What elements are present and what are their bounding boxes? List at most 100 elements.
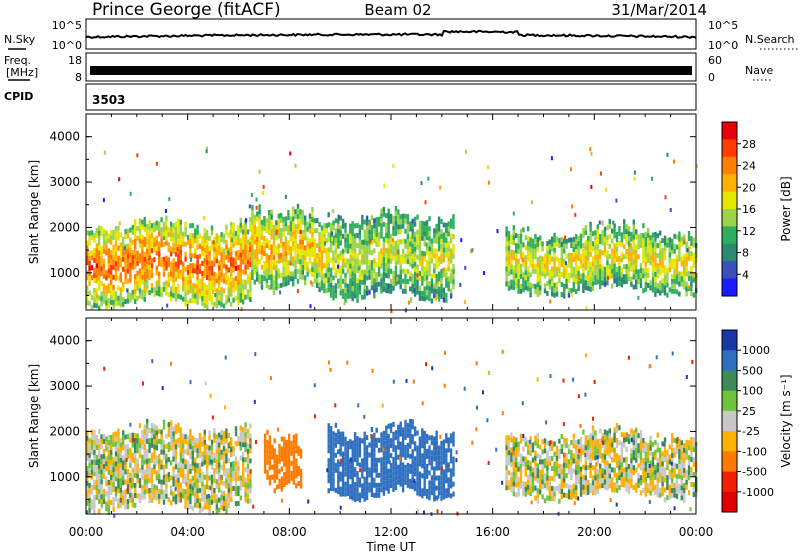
echo-cell [242,244,245,250]
echo-cell [411,424,414,430]
echo-cell [404,474,407,480]
echo-cell [100,271,103,277]
echo-cell [635,274,638,280]
echo-cell [208,285,211,291]
echo-cell [370,230,374,236]
echo-cell [296,218,300,224]
echo-cell [318,232,321,238]
echo-cell [625,461,628,467]
echo-cell [102,288,106,294]
echo-cell [380,213,383,219]
echo-cell [507,230,511,236]
echo-cell [208,235,211,241]
echo-cell [625,486,628,492]
echo-cell [440,268,443,274]
echo-cell [392,461,395,467]
echo-cell [146,463,149,469]
echo-cell [287,478,291,484]
echo-cell [627,231,631,237]
echo-cell [126,288,129,293]
echo-cell [155,475,158,481]
echo-cell [191,485,194,491]
echo-cell [295,443,298,449]
echo-cell [687,251,691,256]
echo-cell [428,247,431,251]
echo-cell [392,240,395,246]
echo-cell [627,479,631,484]
echo-cell [567,444,571,450]
echo-cell [95,435,98,440]
echo-cell [227,473,230,479]
echo-cell [560,237,563,242]
echo-cell [138,483,142,489]
echo-cell [589,261,592,267]
echo-cell [210,484,214,490]
echo-cell [618,475,621,481]
echo-cell [425,488,429,494]
echo-cell [440,440,443,446]
echo-cell [158,458,161,464]
echo-cell [635,259,638,265]
echo-cell [162,454,166,460]
echo-cell [294,214,297,220]
echo-cell [618,440,621,446]
echo-cell [659,250,662,256]
echo-cell [531,467,535,473]
echo-cell [213,276,216,282]
echo-cell [280,232,283,238]
echo-cell [430,455,434,461]
echo-cell [100,291,103,297]
echo-cell [110,274,113,280]
echo-cell [95,460,98,465]
echo-cell [363,234,366,240]
echo-cell [558,473,561,479]
echo-cell [365,250,369,256]
echo-cell [189,504,192,509]
echo-cell [536,453,539,459]
echo-cell [172,426,175,432]
echo-cell [411,223,414,229]
echo-cell [295,438,298,444]
echo-cell [284,251,288,257]
echo-cell [536,463,539,469]
echo-cell [541,261,544,267]
echo-cell [642,253,645,259]
echo-cell [327,277,330,283]
echo-cell [527,226,530,232]
echo-cell [100,296,103,302]
echo-cell [191,490,194,496]
echo-cell [353,482,357,488]
echo-cell [308,228,312,234]
echo-cell [510,259,513,265]
echo-cell [551,246,554,252]
echo-cell [536,282,539,288]
echo-cell [249,252,252,257]
echo-cell [251,270,254,275]
echo-cell [613,437,616,443]
echo-cell [399,431,402,437]
echo-cell [515,492,518,498]
echo-cell [606,475,609,481]
echo-cell [358,452,362,458]
echo-cell [339,436,342,442]
echo-cell [630,453,633,459]
echo-cell [114,291,118,297]
echo-cell [341,451,345,457]
echo-cell [433,228,436,234]
echo-cell [546,460,549,466]
echo-cell [601,458,604,464]
echo-cell [630,463,633,469]
echo-cell [218,477,221,483]
echo-cell [220,292,223,298]
echo-cell [295,448,298,454]
echo-cell [230,437,233,443]
echo-cell [255,197,258,202]
echo-cell [285,449,288,455]
echo-cell [323,248,326,254]
echo-cell [275,270,278,276]
echo-cell [418,276,422,281]
echo-cell [661,248,664,254]
echo-cell [344,491,347,497]
echo-cell [220,454,223,460]
echo-cell [365,495,369,501]
